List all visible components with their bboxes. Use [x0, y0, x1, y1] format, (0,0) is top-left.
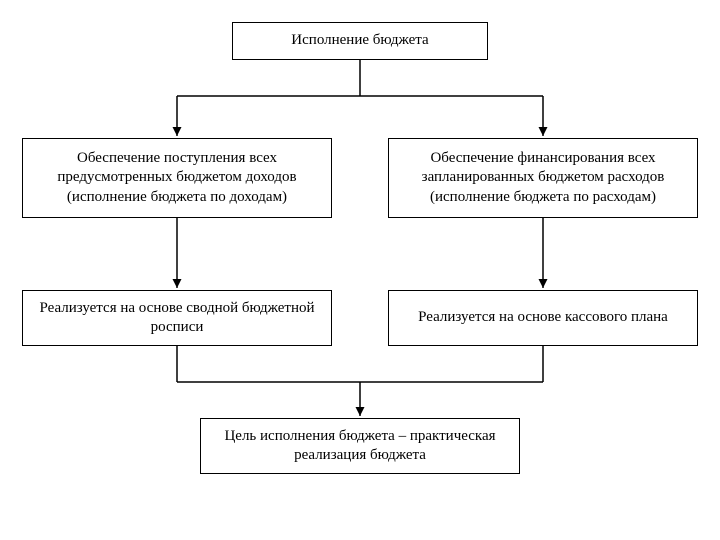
node-goal: Цель исполнения бюджета – практическая р… — [200, 418, 520, 474]
node-root: Исполнение бюджета — [232, 22, 488, 60]
node-left1: Обеспечение поступления всех предусмотре… — [22, 138, 332, 218]
node-right2: Реализуется на основе кассового плана — [388, 290, 698, 346]
node-left1-text: Обеспечение поступления всех предусмотре… — [33, 149, 321, 208]
node-right1-text: Обеспечение финансирования всех запланир… — [399, 149, 687, 208]
node-right2-text: Реализуется на основе кассового плана — [418, 308, 668, 328]
node-left2-text: Реализуется на основе сводной бюджетной … — [33, 299, 321, 338]
node-goal-text: Цель исполнения бюджета – практическая р… — [211, 427, 509, 466]
node-root-text: Исполнение бюджета — [291, 31, 428, 51]
node-right1: Обеспечение финансирования всех запланир… — [388, 138, 698, 218]
node-left2: Реализуется на основе сводной бюджетной … — [22, 290, 332, 346]
